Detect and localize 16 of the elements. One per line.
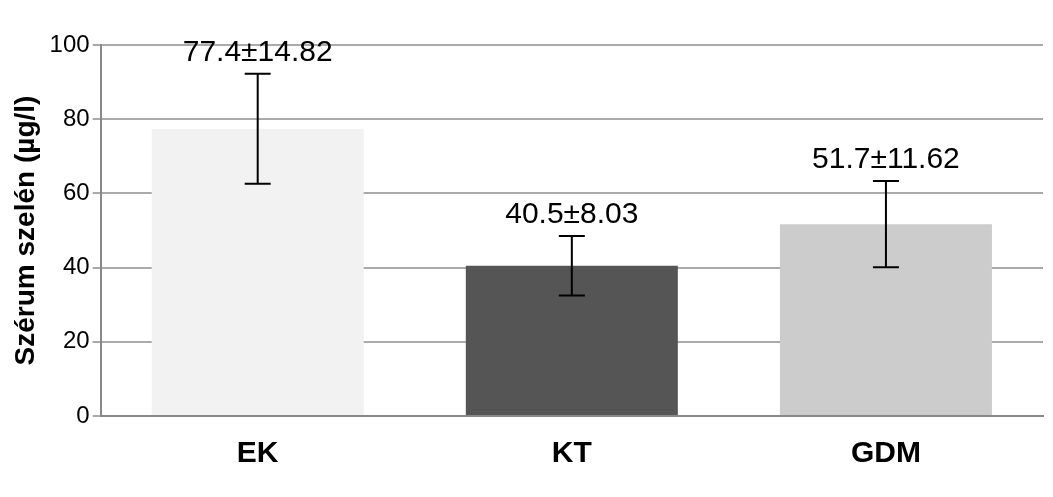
y-tick-label: 0: [76, 400, 90, 428]
y-tick-label: 100: [49, 29, 90, 57]
x-tick-label: EK: [236, 435, 279, 469]
y-tick-label: 80: [62, 103, 90, 131]
data-label: 51.7±11.62: [812, 141, 960, 175]
x-tick-label: KT: [551, 435, 592, 469]
y-tick-label: 20: [62, 326, 90, 354]
data-label: 40.5±8.03: [505, 196, 639, 230]
x-tick-label: GDM: [850, 435, 921, 469]
bar: [151, 128, 364, 415]
data-label: 77.4±14.82: [182, 34, 333, 68]
y-tick-label: 40: [62, 252, 90, 280]
y-axis-title: Szérum szelén (µg/l): [8, 95, 40, 366]
bar: [779, 224, 992, 415]
bar: [465, 265, 678, 415]
y-tick-label: 60: [62, 178, 90, 206]
